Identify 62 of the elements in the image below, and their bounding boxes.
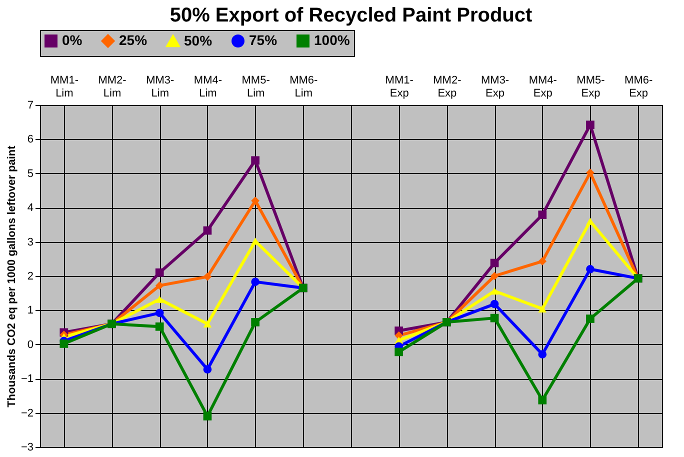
x-tick-label: MM6-Exp (624, 74, 653, 100)
x-tick-label: MM3-Lim (146, 74, 175, 100)
point (155, 296, 164, 303)
x-tick-label: MM2-Lim (98, 74, 127, 100)
point (251, 156, 260, 165)
x-tick-label: MM5-Lim (242, 74, 270, 100)
point (538, 396, 547, 404)
point (60, 340, 68, 348)
legend-label: 100% (314, 32, 350, 48)
y-tick-label: 7 (27, 100, 34, 112)
y-tick-label: 1 (27, 304, 34, 317)
point (586, 218, 594, 225)
x-tick-label: MM1-Lim (50, 74, 79, 100)
point (155, 281, 164, 290)
point (538, 257, 547, 266)
point (490, 314, 499, 322)
y-tick-label: 5 (27, 168, 34, 180)
chart-title: 50% Export of Recycled Paint Product (170, 4, 532, 26)
y-tick-label: −2 (20, 407, 34, 420)
x-tick-label: MM4-Exp (528, 74, 558, 100)
point (155, 268, 164, 277)
y-tick-label: 4 (27, 202, 34, 214)
x-tick-label: MM5-Exp (576, 74, 606, 100)
x-tick-label: MM4-Lim (194, 74, 222, 100)
point (490, 287, 499, 295)
point (251, 318, 260, 326)
point (394, 348, 404, 356)
point (586, 314, 594, 323)
point (251, 196, 260, 205)
x-tick-label: MM6-Lim (290, 74, 318, 100)
legend-label: 25% (119, 32, 148, 48)
point (490, 258, 499, 268)
point (203, 365, 212, 374)
point (203, 226, 212, 235)
y-tick-label: 2 (27, 270, 34, 282)
point (394, 331, 404, 340)
legend-label: 0% (62, 32, 83, 48)
x-tick-label: MM3-Exp (480, 74, 510, 100)
y-tick-label: 3 (27, 236, 34, 248)
point (155, 322, 164, 331)
point (203, 412, 212, 420)
point (586, 264, 594, 274)
point (155, 308, 164, 318)
point (538, 305, 547, 312)
point (251, 278, 260, 286)
point (490, 300, 499, 308)
y-tick-label: 0 (27, 338, 34, 351)
y-tick-label: −1 (20, 373, 34, 386)
legend-label: 75% (249, 32, 278, 48)
point (203, 272, 212, 281)
point (538, 350, 547, 358)
y-axis-title: Thousands CO2 eq per 1000 gallons leftover paint (6, 145, 18, 408)
y-tick-label: −3 (20, 442, 34, 454)
x-tick-label: MM2-Exp (433, 74, 462, 100)
y-tick-label: 6 (27, 134, 34, 146)
point (490, 272, 499, 280)
point (586, 120, 594, 130)
point (538, 210, 547, 219)
point (586, 168, 594, 177)
x-tick-label: MM1-Exp (385, 74, 414, 100)
legend-label: 50% (184, 32, 213, 48)
point (203, 320, 212, 328)
